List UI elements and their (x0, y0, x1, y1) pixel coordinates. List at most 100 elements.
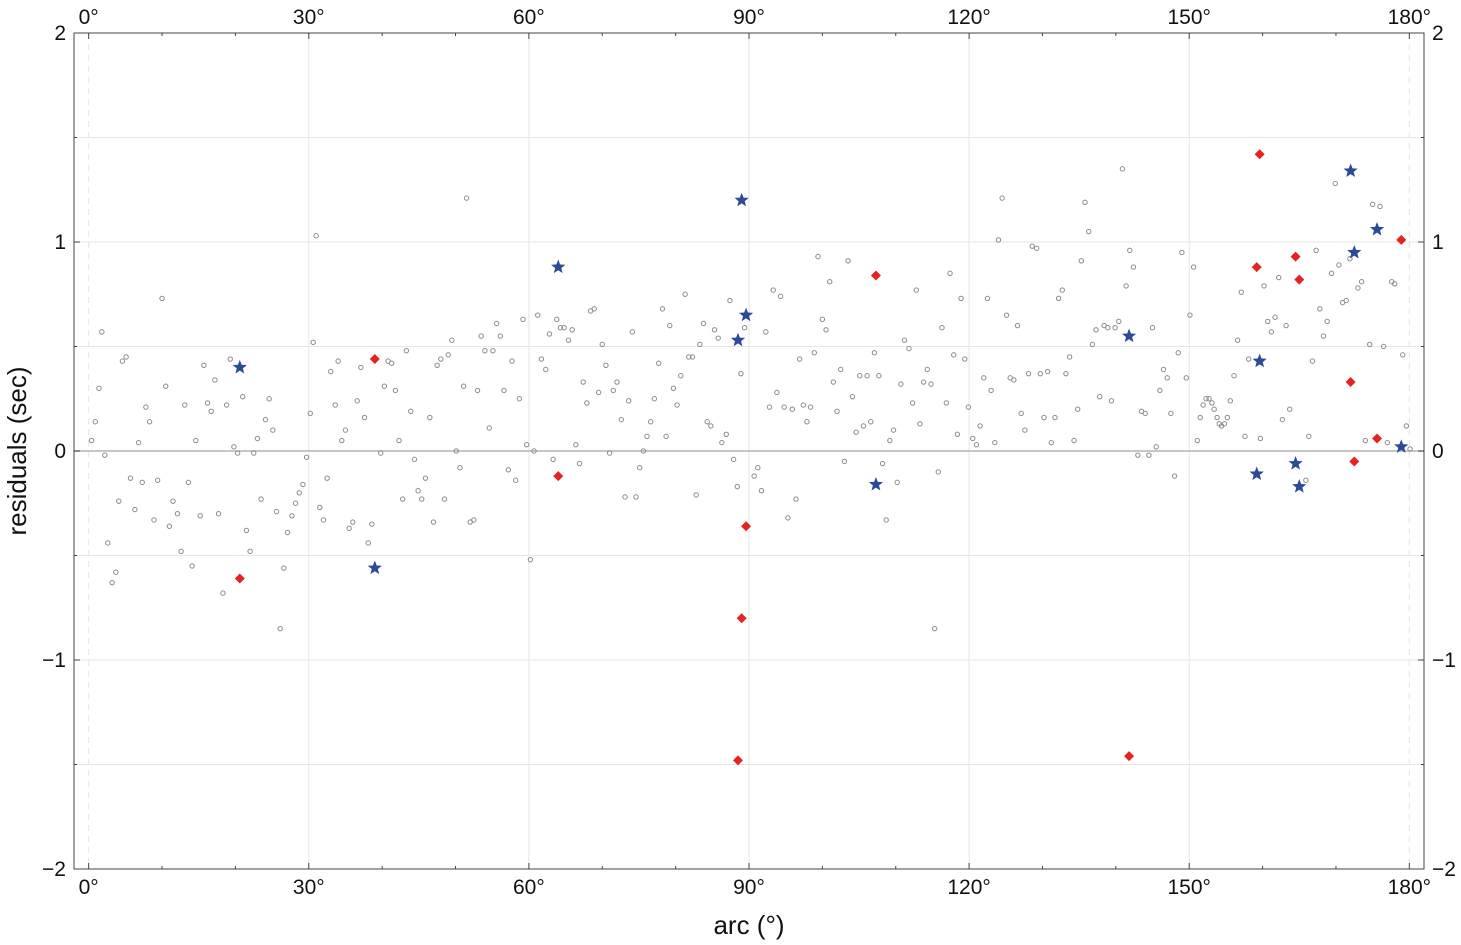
data-point-circle (734, 483, 740, 490)
x-tick-label: 150° (1167, 876, 1210, 899)
data-point-circle (1328, 270, 1335, 277)
data-point-circle (163, 383, 169, 389)
data-point-circle (1018, 410, 1024, 417)
data-point-circle (864, 373, 870, 379)
data-point-circle (1238, 289, 1245, 295)
data-point-circle (350, 519, 356, 525)
data-point-diamond (1254, 149, 1265, 160)
data-point-circle (1377, 203, 1383, 210)
data-point-circle (988, 387, 994, 394)
x-tick-label: 0° (79, 876, 99, 899)
data-point-circle (686, 354, 692, 360)
data-point-star (1121, 328, 1137, 343)
data-point-circle (505, 467, 512, 473)
data-point-circle (493, 320, 500, 327)
data-point-circle (463, 195, 470, 201)
data-point-circle (377, 450, 384, 456)
data-point-star (1347, 244, 1362, 259)
data-point-circle (109, 579, 115, 586)
data-point-circle (1187, 312, 1193, 318)
x-tick-label-top: 0° (79, 6, 99, 29)
data-point-circle (170, 498, 176, 504)
x-tick-label: 60° (513, 876, 545, 899)
data-point-circle (538, 356, 545, 362)
data-point-circle (292, 500, 299, 506)
data-point-circle (565, 337, 572, 343)
data-point-star (367, 560, 382, 575)
data-point-circle (332, 402, 338, 408)
data-point-circle (678, 373, 684, 379)
data-point-diamond (736, 613, 747, 624)
data-point-star (1288, 456, 1303, 470)
data-point-circle (102, 452, 108, 458)
data-point-circle (1407, 446, 1413, 452)
data-point-circle (857, 373, 863, 379)
data-point-circle (674, 402, 680, 408)
data-point-diamond (234, 573, 245, 584)
data-point-circle (474, 387, 481, 394)
data-point-circle (453, 448, 459, 454)
data-point-circle (1168, 410, 1174, 417)
data-point-circle (958, 295, 964, 302)
data-point-circle (741, 324, 748, 331)
data-point-circle (796, 356, 803, 362)
y-tick-label-right: −1 (1432, 649, 1456, 672)
data-point-circle (879, 460, 886, 467)
data-point-circle (943, 400, 950, 406)
y-tick-label-right: 2 (1432, 22, 1444, 45)
data-point-circle (827, 279, 833, 285)
data-point-circle (296, 490, 302, 496)
data-point-circle (396, 437, 402, 444)
data-point-circle (415, 488, 421, 494)
data-point-circle (516, 396, 523, 402)
data-point-circle (1116, 318, 1122, 325)
y-tick-label-right: 0 (1432, 440, 1444, 463)
data-point-circle (823, 327, 829, 333)
data-point-circle (777, 293, 784, 300)
data-point-circle (766, 404, 773, 410)
data-point-circle (730, 456, 737, 463)
data-point-circle (300, 481, 306, 488)
data-point-circle (800, 402, 806, 408)
x-tick-label-top: 90° (733, 6, 765, 29)
x-tick-label: 180° (1388, 876, 1431, 899)
y-tick-label: 0 (54, 440, 66, 463)
data-point-star (1369, 221, 1385, 236)
data-point-diamond (1396, 234, 1407, 245)
data-point-circle (543, 366, 549, 373)
data-point-circle (281, 565, 287, 571)
data-point-circle (965, 404, 972, 410)
data-point-circle (478, 333, 484, 339)
data-point-circle (223, 402, 230, 408)
data-point-diamond (732, 755, 743, 766)
data-point-circle (984, 295, 991, 302)
data-point-circle (434, 362, 440, 369)
data-point-circle (599, 341, 605, 348)
data-point-circle (1336, 262, 1342, 268)
data-point-circle (310, 339, 316, 346)
data-point-circle (1367, 341, 1373, 348)
data-point-circle (618, 416, 625, 423)
data-point-circle (201, 362, 207, 369)
data-point-circle (266, 396, 272, 402)
data-point-circle (346, 525, 352, 532)
data-point-circle (992, 439, 998, 446)
data-point-circle (871, 350, 878, 356)
data-point-circle (1097, 393, 1103, 400)
data-point-circle (320, 517, 327, 523)
data-point-circle (894, 479, 900, 486)
data-point-circle (123, 354, 129, 360)
data-point-circle (610, 387, 616, 394)
data-point-circle (490, 347, 496, 354)
data-point-circle (614, 379, 620, 385)
data-point-circle (324, 475, 330, 481)
data-point-circle (807, 404, 814, 410)
data-point-circle (1183, 375, 1189, 381)
data-point-circle (1160, 366, 1167, 373)
x-tick-label-top: 60° (513, 6, 545, 29)
data-point-circle (1403, 423, 1410, 429)
data-point-circle (247, 548, 253, 555)
data-point-circle (917, 421, 923, 427)
data-point-circle (1074, 406, 1081, 412)
